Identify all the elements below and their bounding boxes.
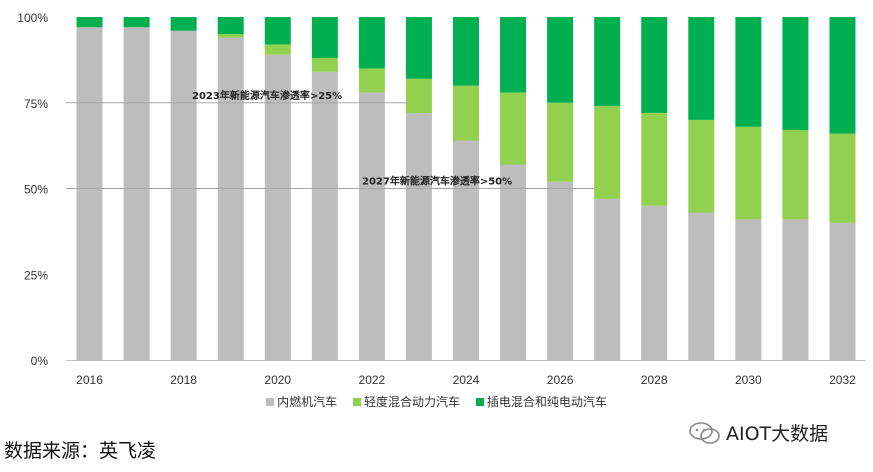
watermark-text: AIOT大数据 (726, 423, 829, 445)
bar-segment (688, 17, 715, 120)
y-tick-label: 75% (24, 97, 48, 111)
legend-label-ice: 内燃机汽车 (277, 395, 338, 409)
bar-segment (311, 71, 338, 360)
stacked-bar-chart: 0% 25% 50% 75% 100% 2023年新能源汽车渗透率>25% 2027年新能源… (17, 11, 866, 387)
legend-swatch-mild-hybrid (352, 397, 361, 406)
bar-segment (829, 17, 856, 134)
bar-segment (688, 212, 715, 360)
bar-segment (405, 17, 432, 79)
bar-segment (405, 78, 432, 114)
legend-swatch-ice (266, 397, 275, 406)
bar-segment (123, 17, 150, 28)
x-tick-label: 2016 (76, 373, 103, 387)
bar-segment (453, 17, 479, 86)
legend-swatch-phev-bev (475, 397, 484, 406)
bar-segment (641, 113, 668, 206)
bar-segment (688, 119, 715, 213)
x-tick-label: 2020 (264, 373, 291, 387)
bar-segment (123, 27, 150, 360)
bar-segment (829, 222, 856, 360)
bar-segment (453, 85, 479, 141)
x-tick-label: 2032 (829, 373, 856, 387)
y-tick-label: 100% (17, 11, 48, 25)
bar-segment (735, 126, 762, 220)
bar-segment (358, 92, 385, 361)
x-tick-label: 2024 (453, 373, 480, 387)
x-tick-label: 2022 (359, 373, 386, 387)
bar-segment (594, 198, 621, 360)
legend-label-phev-bev: 插电混合和纯电动汽车 (486, 395, 607, 409)
y-tick-label: 25% (24, 268, 48, 282)
wechat-icon (689, 421, 720, 444)
bar-segment (500, 17, 527, 93)
bar-segment (264, 54, 291, 360)
y-tick-label: 0% (31, 354, 49, 368)
bar-segment (594, 106, 621, 199)
x-tick-label: 2018 (170, 373, 197, 387)
bar-segment (829, 133, 856, 223)
bar-segment (170, 30, 197, 360)
annotation-label: 2023年新能源汽车渗透率>25% (192, 89, 342, 102)
bar-segment (358, 68, 385, 93)
bar-segment (453, 140, 479, 360)
bar-segment (594, 17, 621, 107)
bar-segment (405, 113, 432, 360)
legend-item-mild-hybrid: 轻度混合动力汽车 (352, 393, 460, 410)
source-note: 数据来源：英飞凌 (4, 440, 157, 462)
bar-segment (641, 205, 668, 360)
legend-item-ice: 内燃机汽车 (266, 393, 337, 410)
x-tick-label: 2026 (547, 373, 574, 387)
legend-item-phev-bev: 插电混合和纯电动汽车 (475, 393, 607, 410)
annotation-label: 2027年新能源汽车渗透率>50% (362, 175, 512, 188)
bar-segment (217, 17, 244, 35)
x-tick-label: 2028 (641, 373, 668, 387)
bar-segment (358, 17, 385, 69)
bar-segment (217, 34, 244, 38)
bar-segment (641, 17, 668, 114)
bar-segment (264, 17, 291, 45)
legend: 内燃机汽车 轻度混合动力汽车 插电混合和纯电动汽车 (0, 393, 873, 410)
bar-segment (264, 44, 291, 55)
bar-segment (76, 17, 103, 28)
bar-segment (735, 219, 762, 360)
bar-segment (311, 58, 338, 72)
bar-segment (500, 92, 527, 165)
bar-segment (782, 219, 809, 360)
y-tick-label: 50% (24, 183, 48, 197)
legend-label-mild-hybrid: 轻度混合动力汽车 (363, 395, 460, 409)
bar-segment (311, 17, 338, 59)
bar-segment (170, 17, 197, 31)
bar-segment (547, 181, 574, 360)
x-tick-label: 2030 (735, 373, 762, 387)
bar-segment (735, 17, 762, 127)
bar-segment (782, 130, 809, 220)
bar-segment (547, 17, 574, 103)
bar-segment (782, 17, 809, 131)
bar-segment (217, 37, 244, 360)
watermark: AIOT大数据 (688, 419, 828, 446)
bar-segment (547, 102, 574, 182)
bar-segment (76, 27, 103, 360)
bar-segment (500, 164, 527, 360)
